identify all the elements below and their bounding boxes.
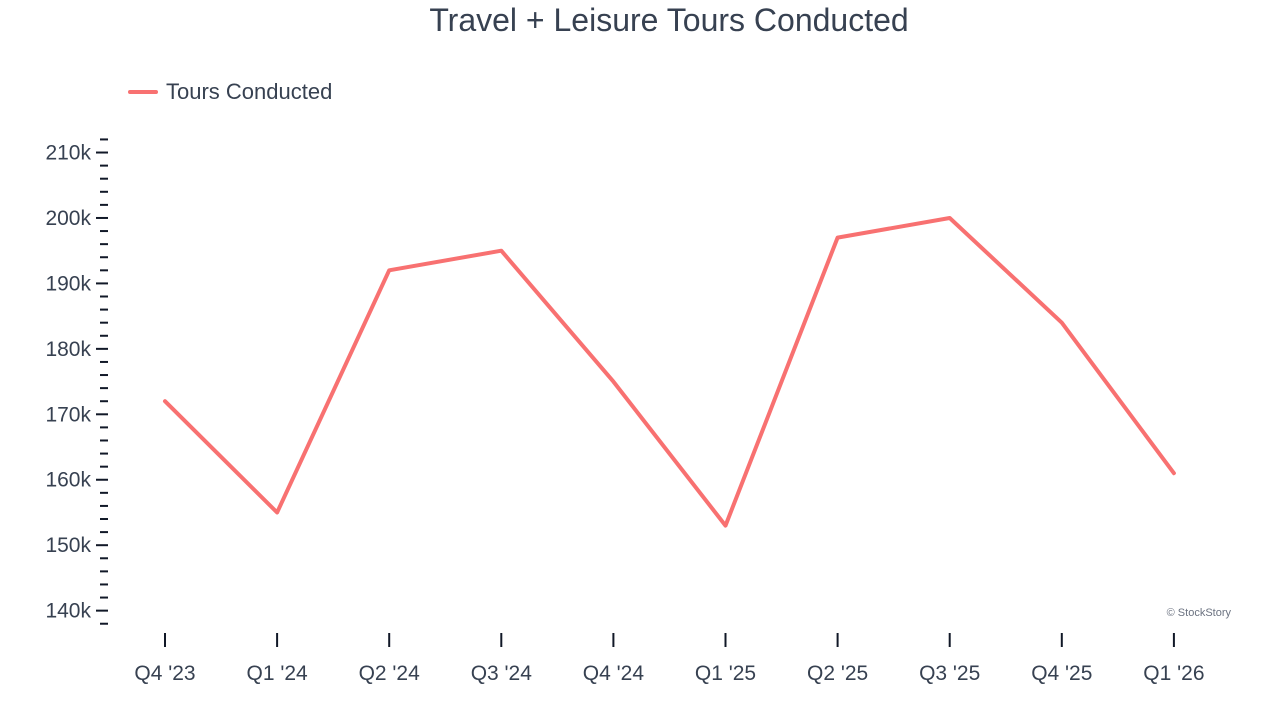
x-tick-label: Q4 '25 xyxy=(1031,662,1092,685)
x-tick-label: Q3 '24 xyxy=(471,662,533,685)
x-axis: Q4 '23 Q1 '24 Q2 '24 Q3 '24 Q4 '24 Q1 '25 Q2 '… xyxy=(134,633,1205,685)
y-tick-label: 170k xyxy=(45,403,91,426)
series-layer xyxy=(163,216,1176,528)
watermark: © StockStory xyxy=(1166,607,1231,619)
x-tick-label: Q3 '25 xyxy=(919,662,980,685)
legend: Tours Conducted xyxy=(128,78,332,106)
chart-title: Travel + Leisure Tours Conducted xyxy=(429,2,909,38)
y-tick-label: 200k xyxy=(45,207,91,230)
x-tick-label: Q2 '24 xyxy=(359,662,421,685)
y-tick-label: 150k xyxy=(45,534,91,557)
legend-label: Tours Conducted xyxy=(166,79,333,104)
y-tick-label: 160k xyxy=(45,469,91,492)
y-axis: 140k 150k 160k 170k 180k 190k 200k 210k xyxy=(45,138,108,625)
x-tick-label: Q2 '25 xyxy=(807,662,868,685)
x-tick-label: Q1 '26 xyxy=(1143,662,1204,685)
y-tick-label: 140k xyxy=(45,600,91,623)
y-tick-label: 180k xyxy=(45,338,91,361)
legend-swatch xyxy=(128,90,158,94)
x-tick-label: Q4 '24 xyxy=(583,662,645,685)
x-tick-label: Q1 '25 xyxy=(695,662,756,685)
x-tick-label: Q1 '24 xyxy=(246,662,308,685)
series-line xyxy=(163,216,1176,528)
y-tick-label: 190k xyxy=(45,272,91,295)
y-tick-label: 210k xyxy=(45,142,91,165)
x-tick-label: Q4 '23 xyxy=(134,662,195,685)
